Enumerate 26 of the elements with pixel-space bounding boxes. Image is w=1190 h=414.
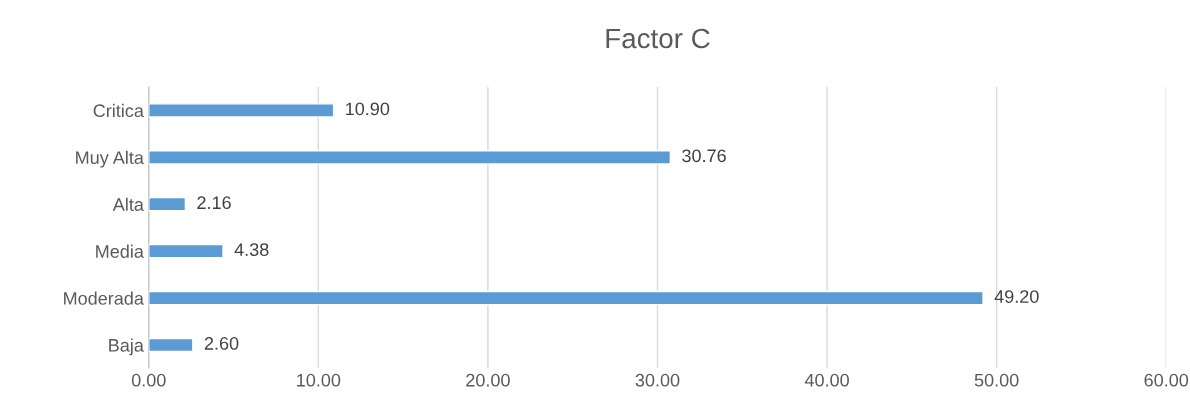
- bar: [148, 243, 224, 259]
- x-tick-label: 20.00: [466, 373, 510, 387]
- y-tick-label: Baja: [109, 338, 144, 356]
- data-label: 2.60: [204, 337, 239, 350]
- y-tick-label: Alta: [112, 197, 144, 211]
- chart-title: Factor C: [606, 28, 710, 49]
- bar: [148, 196, 187, 212]
- x-tick-label: 40.00: [804, 373, 849, 387]
- y-tick-label: Moderada: [64, 291, 144, 305]
- data-label: 2.16: [197, 196, 231, 210]
- x-tick-label: 10.00: [297, 373, 341, 387]
- y-tick-label: Critica: [93, 103, 144, 118]
- x-tick-label: 60.00: [1144, 373, 1189, 387]
- x-tick-label: 0.00: [131, 373, 166, 387]
- data-label: 49.20: [994, 290, 1039, 303]
- x-tick-label: 50.00: [974, 373, 1019, 387]
- y-tick-label: Media: [96, 244, 144, 258]
- bar: [148, 103, 335, 118]
- bar: [148, 337, 194, 353]
- data-label: 10.90: [346, 102, 390, 116]
- data-label: 30.76: [682, 149, 726, 163]
- x-tick-label: 30.00: [635, 373, 680, 387]
- bar: [148, 150, 672, 165]
- y-tick-label: Muy Alta: [76, 150, 144, 168]
- bar: [148, 290, 984, 306]
- data-label: 4.38: [234, 243, 269, 257]
